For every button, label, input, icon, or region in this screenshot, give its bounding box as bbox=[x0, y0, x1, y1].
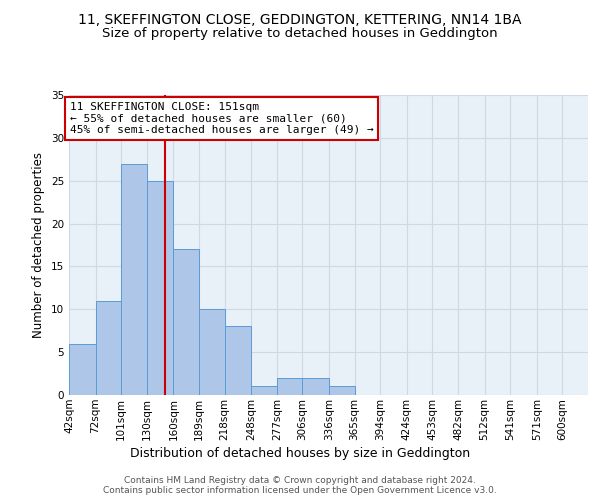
Bar bbox=[329, 386, 355, 395]
Bar bbox=[302, 378, 329, 395]
Bar bbox=[251, 386, 277, 395]
Bar bbox=[173, 250, 199, 395]
Bar bbox=[277, 378, 302, 395]
Text: Distribution of detached houses by size in Geddington: Distribution of detached houses by size … bbox=[130, 448, 470, 460]
Text: 11, SKEFFINGTON CLOSE, GEDDINGTON, KETTERING, NN14 1BA: 11, SKEFFINGTON CLOSE, GEDDINGTON, KETTE… bbox=[78, 12, 522, 26]
Bar bbox=[147, 180, 173, 395]
Text: Size of property relative to detached houses in Geddington: Size of property relative to detached ho… bbox=[102, 28, 498, 40]
Bar bbox=[224, 326, 251, 395]
Bar bbox=[69, 344, 95, 395]
Text: 11 SKEFFINGTON CLOSE: 151sqm
← 55% of detached houses are smaller (60)
45% of se: 11 SKEFFINGTON CLOSE: 151sqm ← 55% of de… bbox=[70, 102, 374, 135]
Bar bbox=[121, 164, 147, 395]
Text: Contains HM Land Registry data © Crown copyright and database right 2024.
Contai: Contains HM Land Registry data © Crown c… bbox=[103, 476, 497, 495]
Bar bbox=[95, 300, 121, 395]
Y-axis label: Number of detached properties: Number of detached properties bbox=[32, 152, 46, 338]
Bar bbox=[199, 310, 224, 395]
